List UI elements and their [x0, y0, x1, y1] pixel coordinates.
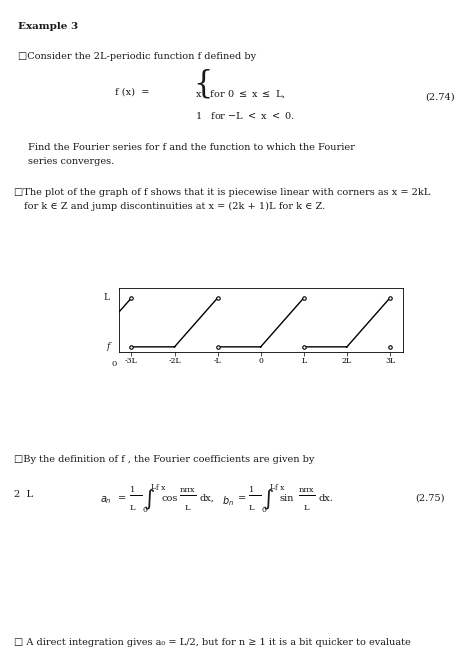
- Text: nπx: nπx: [299, 486, 315, 494]
- Text: 1: 1: [130, 486, 136, 494]
- Text: 2  L: 2 L: [14, 490, 33, 499]
- Text: $\int$: $\int$: [143, 488, 155, 512]
- Text: L: L: [104, 293, 110, 302]
- Text: 1   for $-$L $<$ x $<$ 0.: 1 for $-$L $<$ x $<$ 0.: [195, 110, 295, 121]
- Text: □ A direct integration gives a₀ = L/2, but for n ≥ 1 it is a bit quicker to eval: □ A direct integration gives a₀ = L/2, b…: [14, 638, 411, 647]
- Text: nπx: nπx: [180, 486, 196, 494]
- Text: $b_n$: $b_n$: [222, 494, 234, 508]
- Text: 1: 1: [249, 486, 255, 494]
- Text: =: =: [118, 494, 126, 503]
- Text: for k ∈ Z and jump discontinuities at x = (2k + 1)L for k ∈ Z.: for k ∈ Z and jump discontinuities at x …: [24, 202, 325, 211]
- Text: L: L: [304, 504, 310, 512]
- Text: cos: cos: [162, 494, 178, 503]
- Text: L: L: [185, 504, 191, 512]
- Text: Example 3: Example 3: [18, 22, 78, 31]
- Text: series converges.: series converges.: [28, 157, 114, 166]
- Text: 0: 0: [262, 506, 267, 514]
- Text: f x: f x: [156, 484, 165, 492]
- Text: =: =: [238, 494, 246, 503]
- Text: 0: 0: [112, 360, 117, 368]
- Text: f (x)  =: f (x) =: [115, 88, 149, 97]
- Text: $\int$: $\int$: [262, 488, 274, 512]
- Text: {: {: [193, 68, 212, 99]
- Text: x   for 0 $\leq$ x $\leq$ L,: x for 0 $\leq$ x $\leq$ L,: [195, 88, 286, 100]
- Text: f: f: [107, 342, 110, 351]
- Text: L: L: [151, 483, 156, 491]
- Text: dx,: dx,: [200, 494, 215, 503]
- Text: $a_n$: $a_n$: [100, 494, 112, 506]
- Text: □Consider the 2L-periodic function f defined by: □Consider the 2L-periodic function f def…: [18, 52, 256, 61]
- Text: Find the Fourier series for f and the function to which the Fourier: Find the Fourier series for f and the fu…: [28, 143, 355, 152]
- Text: (2.74): (2.74): [425, 93, 455, 102]
- Text: L: L: [249, 504, 255, 512]
- Text: □By the definition of f , the Fourier coefficients are given by: □By the definition of f , the Fourier co…: [14, 455, 314, 464]
- Text: L: L: [270, 483, 275, 491]
- Text: f x: f x: [275, 484, 284, 492]
- Text: 0: 0: [143, 506, 148, 514]
- Text: sin: sin: [280, 494, 294, 503]
- Text: dx.: dx.: [319, 494, 334, 503]
- Text: (2.75): (2.75): [415, 494, 445, 503]
- Text: □The plot of the graph of f shows that it is piecewise linear with corners as x : □The plot of the graph of f shows that i…: [14, 188, 430, 197]
- Text: L: L: [130, 504, 136, 512]
